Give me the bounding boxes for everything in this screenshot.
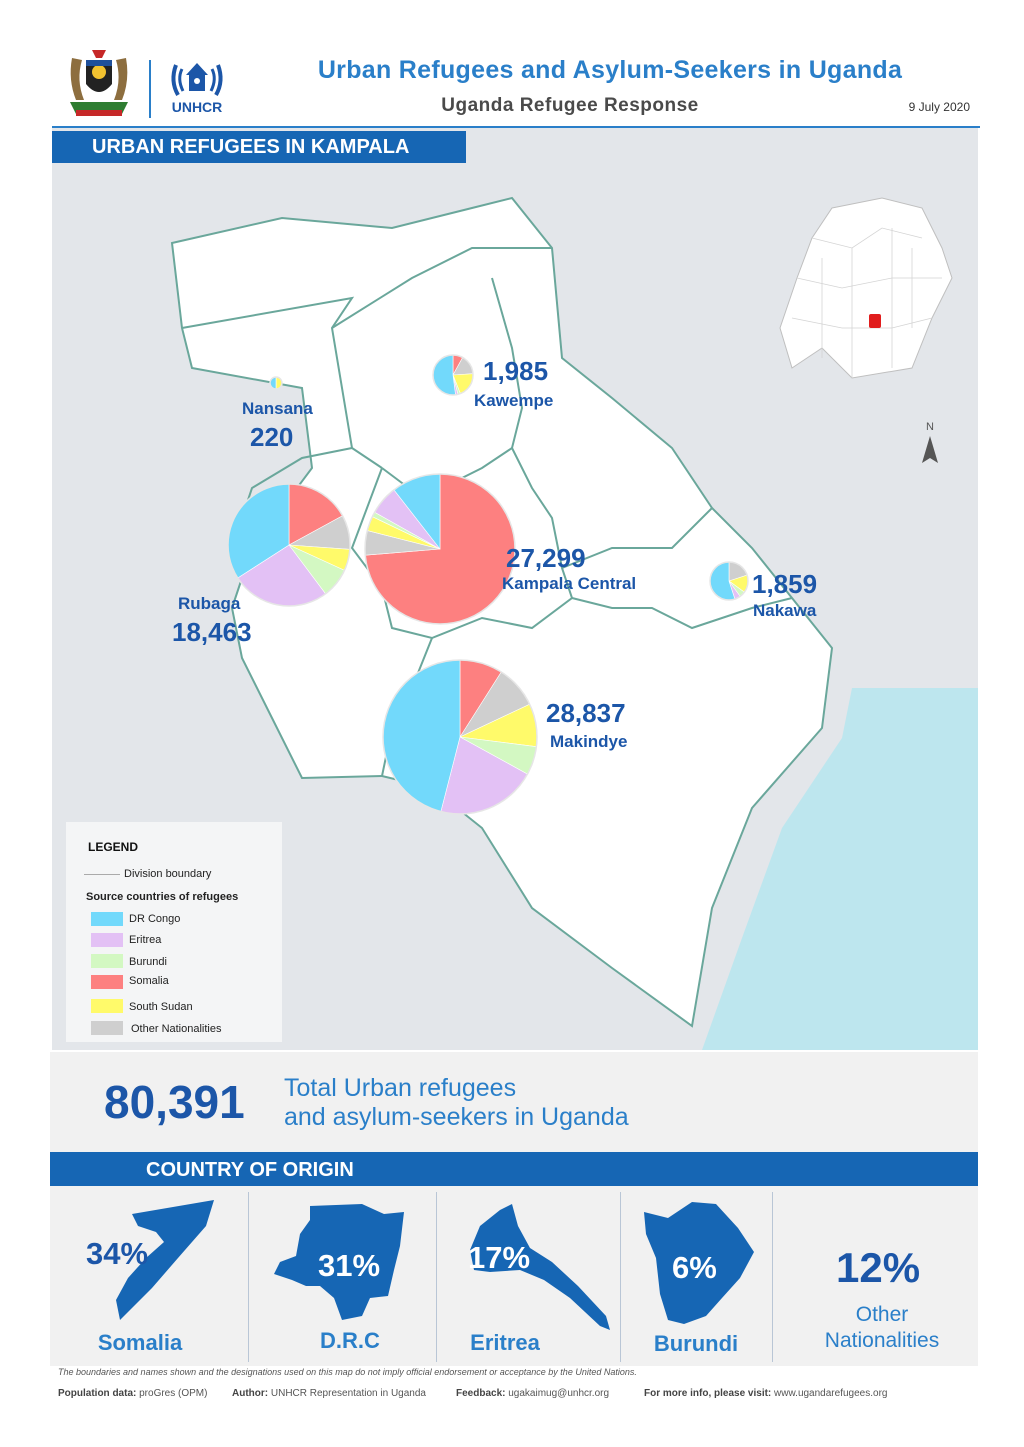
footer-feedback: Feedback: ugakaimug@unhcr.org [456, 1388, 609, 1399]
report-date: 9 July 2020 [908, 100, 970, 114]
legend-label-dr-congo: DR Congo [129, 913, 181, 925]
pie-outline-makindye [382, 659, 538, 815]
legend-label-somalia: Somalia [129, 975, 169, 987]
header-rule [52, 126, 980, 128]
division-name-kawempe: Kawempe [474, 391, 554, 410]
total-refugees-number: 80,391 [104, 1076, 245, 1128]
footer-author-value: UNHCR Representation in Uganda [270, 1388, 426, 1399]
division-name-makindye: Makindye [550, 732, 628, 751]
footer-info-label: For more info, please visit: [644, 1388, 772, 1399]
kampala-locator [869, 314, 881, 328]
total-refugees-caption: Total Urban refugees and asylum-seekers … [284, 1074, 629, 1132]
division-name-kampala-central: Kampala Central [502, 574, 637, 593]
uganda-inset-map [779, 197, 953, 379]
footer-info-link[interactable]: www.ugandarefugees.org [774, 1388, 888, 1399]
total-caption-line2: and asylum-seekers in Uganda [284, 1103, 629, 1131]
legend-label-other: Other Nationalities [131, 1023, 222, 1035]
origin-name-other: Other Nationalities [824, 1303, 940, 1352]
division-total-nansana: 220 [250, 422, 294, 452]
north-label: N [926, 421, 934, 433]
division-name-nakawa: Nakawa [753, 601, 817, 620]
division-total-kawempe: 1,985 [483, 356, 549, 386]
origin-percent-eritrea: 17% [468, 1240, 531, 1275]
pie-outline-nakawa [709, 561, 749, 601]
burundi-map-icon [644, 1202, 754, 1324]
legend-label-burundi: Burundi [129, 956, 167, 968]
division-total-kampala-central: 27,299 [506, 543, 586, 573]
somalia-map-icon [116, 1200, 214, 1320]
pie-outline-nansana [269, 376, 283, 390]
page-title: Urban Refugees and Asylum-Seekers in Uga… [317, 56, 903, 84]
origin-percent-burundi: 6% [672, 1250, 717, 1285]
origin-percent-somalia: 34% [86, 1236, 149, 1271]
legend-source-title: Source countries of refugees [86, 891, 239, 903]
origin-percent-other: 12% [836, 1244, 921, 1291]
legend-boundary-label: Division boundary [124, 868, 212, 880]
legend-swatch-burundi [91, 954, 123, 968]
footer-author-label: Author: [232, 1388, 269, 1399]
legend-label-south-sudan: South Sudan [129, 1001, 193, 1013]
page-subtitle: Uganda Refugee Response [441, 95, 699, 116]
unhcr-logo-text: UNHCR [171, 99, 223, 115]
footer-population-value: proGres (OPM) [139, 1388, 208, 1399]
legend-swatch-dr-congo [91, 912, 123, 926]
legend-title: LEGEND [88, 840, 139, 854]
legend-boundary-line [84, 874, 120, 875]
origin-divider [436, 1192, 437, 1362]
footer-population-label: Population data: [58, 1388, 137, 1399]
drc-map-icon [274, 1204, 404, 1320]
division-name-nansana: Nansana [242, 399, 313, 418]
origin-divider [620, 1192, 621, 1362]
origin-name-somalia: Somalia [97, 1330, 183, 1355]
footer-author: Author: UNHCR Representation in Uganda [232, 1388, 426, 1399]
legend-swatch-somalia [91, 975, 123, 989]
footer-more-info: For more info, please visit: www.ugandar… [644, 1388, 887, 1399]
map-disclaimer: The boundaries and names shown and the d… [58, 1367, 637, 1377]
division-total-nakawa: 1,859 [752, 569, 818, 599]
footer-feedback-email[interactable]: ugakaimug@unhcr.org [508, 1388, 610, 1399]
origin-name-eritrea: Eritrea [470, 1330, 540, 1355]
division-total-makindye: 28,837 [546, 698, 626, 728]
pie-outline-kawempe [432, 354, 474, 396]
origin-divider [248, 1192, 249, 1362]
unhcr-logo: UNHCR [164, 55, 230, 121]
footer-population: Population data: proGres (OPM) [58, 1388, 207, 1399]
north-arrow-icon [922, 436, 938, 463]
map-section-title: URBAN REFUGEES IN KAMPALA [52, 131, 466, 163]
division-pies [227, 354, 749, 815]
origin-section-title: COUNTRY OF ORIGIN [146, 1159, 354, 1181]
legend-label-eritrea: Eritrea [129, 934, 162, 946]
division-total-rubaga: 18,463 [172, 617, 252, 647]
logo-divider [149, 60, 151, 118]
origin-section-bar [50, 1152, 978, 1186]
origin-divider [772, 1192, 773, 1362]
division-name-rubaga: Rubaga [178, 594, 241, 613]
legend-swatch-other [91, 1021, 123, 1035]
lake-victoria [702, 688, 978, 1050]
pie-outline-kampala-central [364, 473, 516, 625]
legend-swatch-eritrea [91, 933, 123, 947]
kampala-map[interactable]: N [52, 128, 978, 1050]
footer-feedback-label: Feedback: [456, 1388, 506, 1399]
summary-band [50, 1052, 978, 1152]
legend-swatch-south-sudan [91, 999, 123, 1013]
pie-outline-rubaga [227, 483, 351, 607]
origin-percent-drc: 31% [318, 1248, 381, 1283]
eritrea-map-icon [470, 1204, 610, 1330]
total-caption-line1: Total Urban refugees [284, 1074, 517, 1102]
origin-name-drc: D.R.C [320, 1328, 380, 1353]
uganda-coat-of-arms-logo [62, 44, 136, 120]
origin-name-burundi: Burundi [653, 1331, 739, 1356]
